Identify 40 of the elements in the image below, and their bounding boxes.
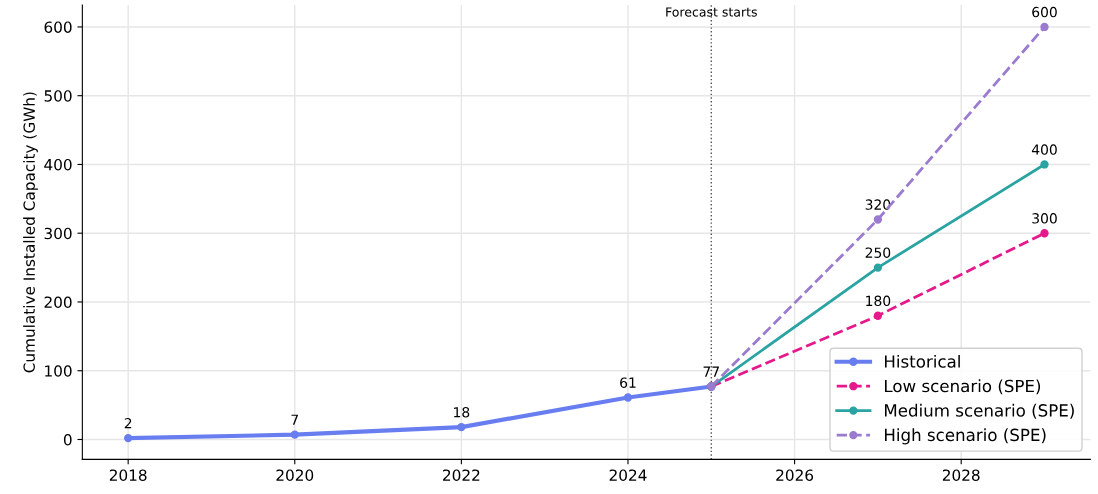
data-label: 77 bbox=[703, 366, 719, 377]
data-label: 250 bbox=[865, 247, 891, 258]
data-label: 7 bbox=[291, 414, 298, 425]
data-label: 320 bbox=[865, 199, 891, 210]
point bbox=[1040, 229, 1049, 238]
data-label: 18 bbox=[454, 406, 470, 418]
data-label: 300 bbox=[1032, 213, 1057, 224]
point bbox=[457, 422, 466, 432]
x-tick-label: 2024 bbox=[609, 469, 647, 481]
y-tick-label: 500 bbox=[44, 90, 72, 102]
x-tick-label: 2026 bbox=[776, 469, 814, 481]
y-tick-label: 600 bbox=[44, 21, 72, 33]
ref-line-label: Forecast starts bbox=[666, 7, 757, 17]
point bbox=[1040, 22, 1049, 32]
x-tick-label: 2020 bbox=[276, 469, 314, 481]
legend-label: Historical bbox=[884, 354, 960, 368]
legend-label: Medium scenario (SPE) bbox=[884, 403, 1074, 419]
x-tick-label: 2018 bbox=[109, 469, 147, 481]
data-label: 2 bbox=[124, 417, 132, 429]
data-label: 180 bbox=[866, 295, 891, 307]
point bbox=[623, 393, 633, 402]
data-label: 61 bbox=[620, 377, 636, 388]
legend-label: Low scenario (SPE) bbox=[884, 379, 1041, 395]
y-tick-label: 100 bbox=[45, 365, 72, 377]
point bbox=[873, 215, 883, 224]
data-label: 600 bbox=[1032, 6, 1057, 18]
y-tick-label: 200 bbox=[44, 296, 72, 308]
x-tick-label: 2028 bbox=[942, 469, 980, 481]
y-axis-title: Cumulative Installed Capacity (GWh) bbox=[23, 92, 38, 373]
legend-label: High scenario (SPE) bbox=[884, 428, 1046, 445]
y-tick-label: 0 bbox=[63, 433, 72, 446]
point bbox=[123, 433, 133, 443]
point bbox=[1040, 160, 1049, 169]
point bbox=[873, 263, 883, 272]
y-tick-label: 300 bbox=[44, 227, 72, 240]
x-tick-label: 2022 bbox=[443, 469, 480, 481]
point bbox=[290, 430, 299, 439]
y-tick-label: 400 bbox=[44, 158, 72, 171]
point bbox=[873, 311, 883, 320]
data-label: 400 bbox=[1031, 144, 1057, 155]
